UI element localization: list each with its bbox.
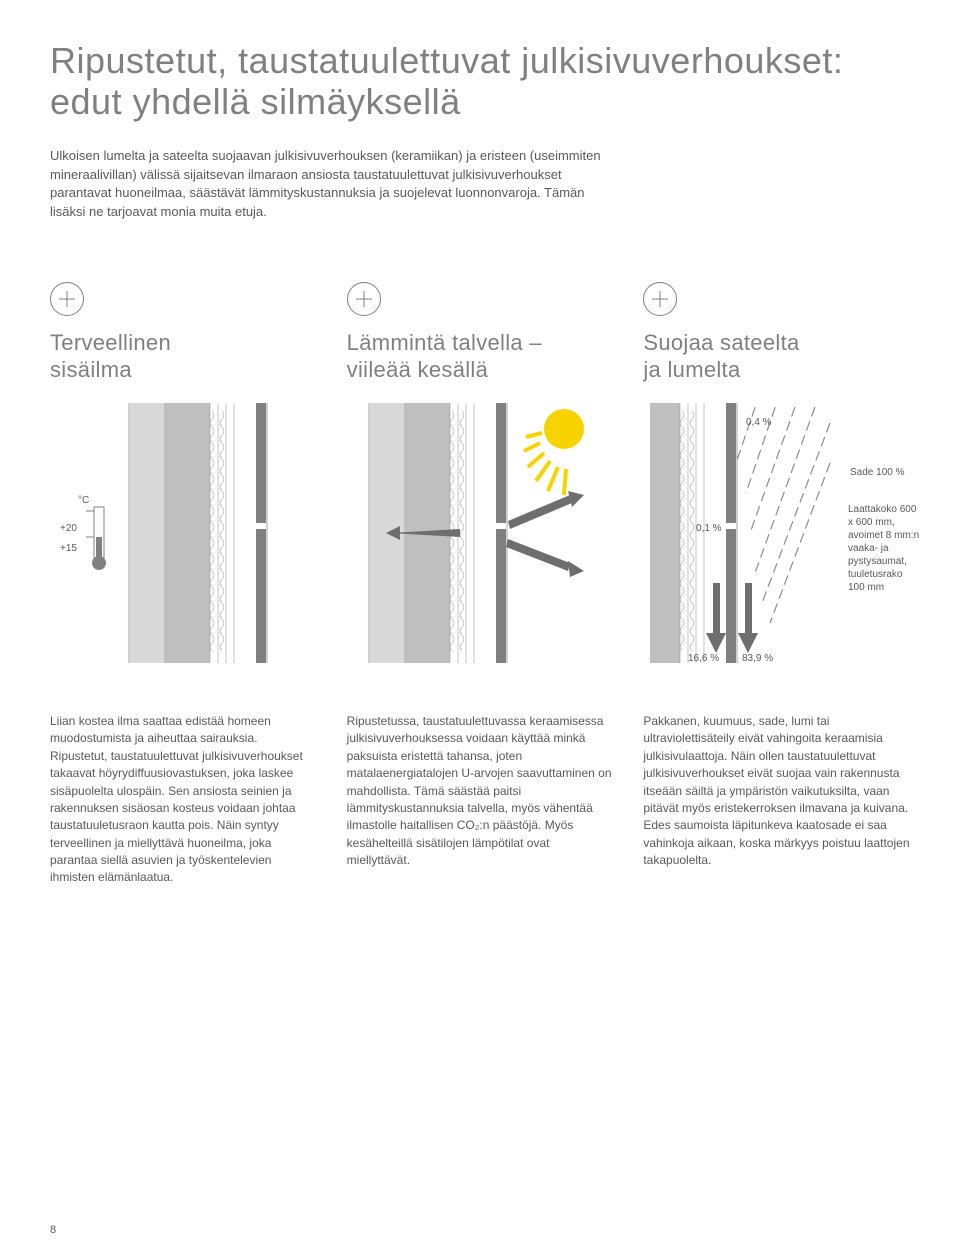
rain-mid-pct: 0,1 % — [696, 523, 722, 534]
column-2: Ripustetussa, taustatuulettuvassa keraam… — [347, 713, 614, 887]
plus-icon — [347, 282, 381, 316]
benefit-2: Lämmintä talvella –viileää kesällä — [347, 282, 614, 383]
thermo-unit: °C — [78, 495, 89, 506]
page-title: Ripustetut, taustatuulettuvat julkisivuv… — [50, 40, 910, 123]
body-columns: Liian kostea ilma saattaa edistää homeen… — [50, 713, 910, 887]
benefit-1: Terveellinensisäilma — [50, 282, 317, 383]
benefit-3: Suojaa sateeltaja lumelta — [643, 282, 910, 383]
page-number: 8 — [50, 1224, 56, 1236]
column-1: Liian kostea ilma saattaa edistää homeen… — [50, 713, 317, 887]
diagrams-row: °C +20 +15 — [50, 403, 910, 663]
diagram-thermal — [350, 403, 620, 663]
tile-info: Laattakoko 600 x 600 mm, avoimet 8 mm:n … — [848, 503, 920, 593]
rain-bottom-right: 83,9 % — [742, 653, 773, 663]
diagram-rain: 0,4 % 0,1 % Sade 100 % Laattakoko 600 x … — [650, 403, 920, 663]
benefit-title-1: Terveellinensisäilma — [50, 330, 317, 383]
rain-bottom-left: 16,6 % — [688, 653, 719, 663]
intro-paragraph: Ulkoisen lumelta ja sateelta suojaavan j… — [50, 147, 610, 222]
plus-icon — [50, 282, 84, 316]
diagram-indoor-climate: °C +20 +15 — [50, 403, 320, 663]
rain-100-label: Sade 100 % — [850, 467, 905, 478]
benefit-title-2: Lämmintä talvella –viileää kesällä — [347, 330, 614, 383]
sun-icon — [524, 409, 584, 495]
benefits-row: Terveellinensisäilma Lämmintä talvella –… — [50, 282, 910, 383]
column-3: Pakkanen, kuumuus, sade, lumi tai ultrav… — [643, 713, 910, 887]
thermo-low: +15 — [60, 543, 77, 554]
thermo-high: +20 — [60, 523, 77, 534]
plus-icon — [643, 282, 677, 316]
benefit-title-3: Suojaa sateeltaja lumelta — [643, 330, 910, 383]
rain-top-pct: 0,4 % — [746, 417, 772, 428]
